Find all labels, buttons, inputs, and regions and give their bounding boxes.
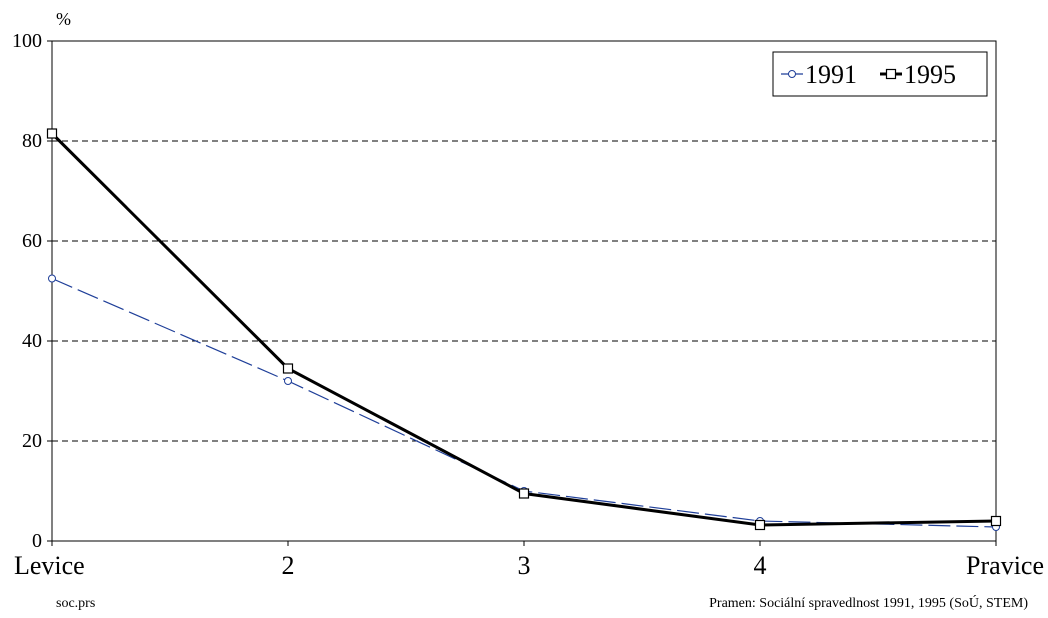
legend-marker	[885, 68, 897, 80]
legend-label: 1991	[805, 60, 857, 89]
legend-item-1991: 1991	[781, 60, 857, 89]
x-tick-label: 2	[282, 551, 295, 580]
y-tick-label: 0	[32, 530, 42, 552]
legend-marker	[788, 70, 796, 78]
x-tick-label: Levice	[14, 551, 85, 580]
y-tick-label: 20	[22, 430, 42, 452]
x-axis-ticks: Levice 2 3 4 Pravice	[14, 541, 1044, 580]
data-point	[46, 128, 58, 139]
x-tick-label: 3	[518, 551, 531, 580]
y-tick-label: 60	[22, 230, 42, 252]
series-1995	[46, 128, 1002, 531]
file-name-note: soc.prs	[56, 596, 96, 611]
source-note: Pramen: Sociální spravedlnost 1991, 1995…	[709, 596, 1028, 611]
series-layer	[46, 128, 1002, 531]
data-point	[518, 488, 530, 499]
data-point	[48, 274, 56, 283]
x-tick-label: 4	[754, 551, 767, 580]
plot-area-frame	[51, 40, 997, 542]
series-line	[50, 132, 997, 527]
data-point	[282, 363, 294, 374]
y-axis-ticks: 0 20 40 60 80 100	[12, 30, 52, 552]
data-point	[754, 519, 766, 531]
data-point	[990, 515, 1002, 527]
legend-label: 1995	[904, 60, 956, 89]
y-axis-label: %	[56, 9, 71, 29]
legend-item-1995: 1995	[880, 60, 956, 89]
data-point	[284, 377, 292, 385]
x-tick-label: Pravice	[966, 551, 1044, 580]
y-tick-label: 100	[12, 30, 42, 52]
y-tick-label: 80	[22, 130, 42, 152]
legend: 1991 1995	[772, 51, 988, 97]
grid-lines	[52, 140, 996, 442]
y-tick-label: 40	[22, 330, 42, 352]
